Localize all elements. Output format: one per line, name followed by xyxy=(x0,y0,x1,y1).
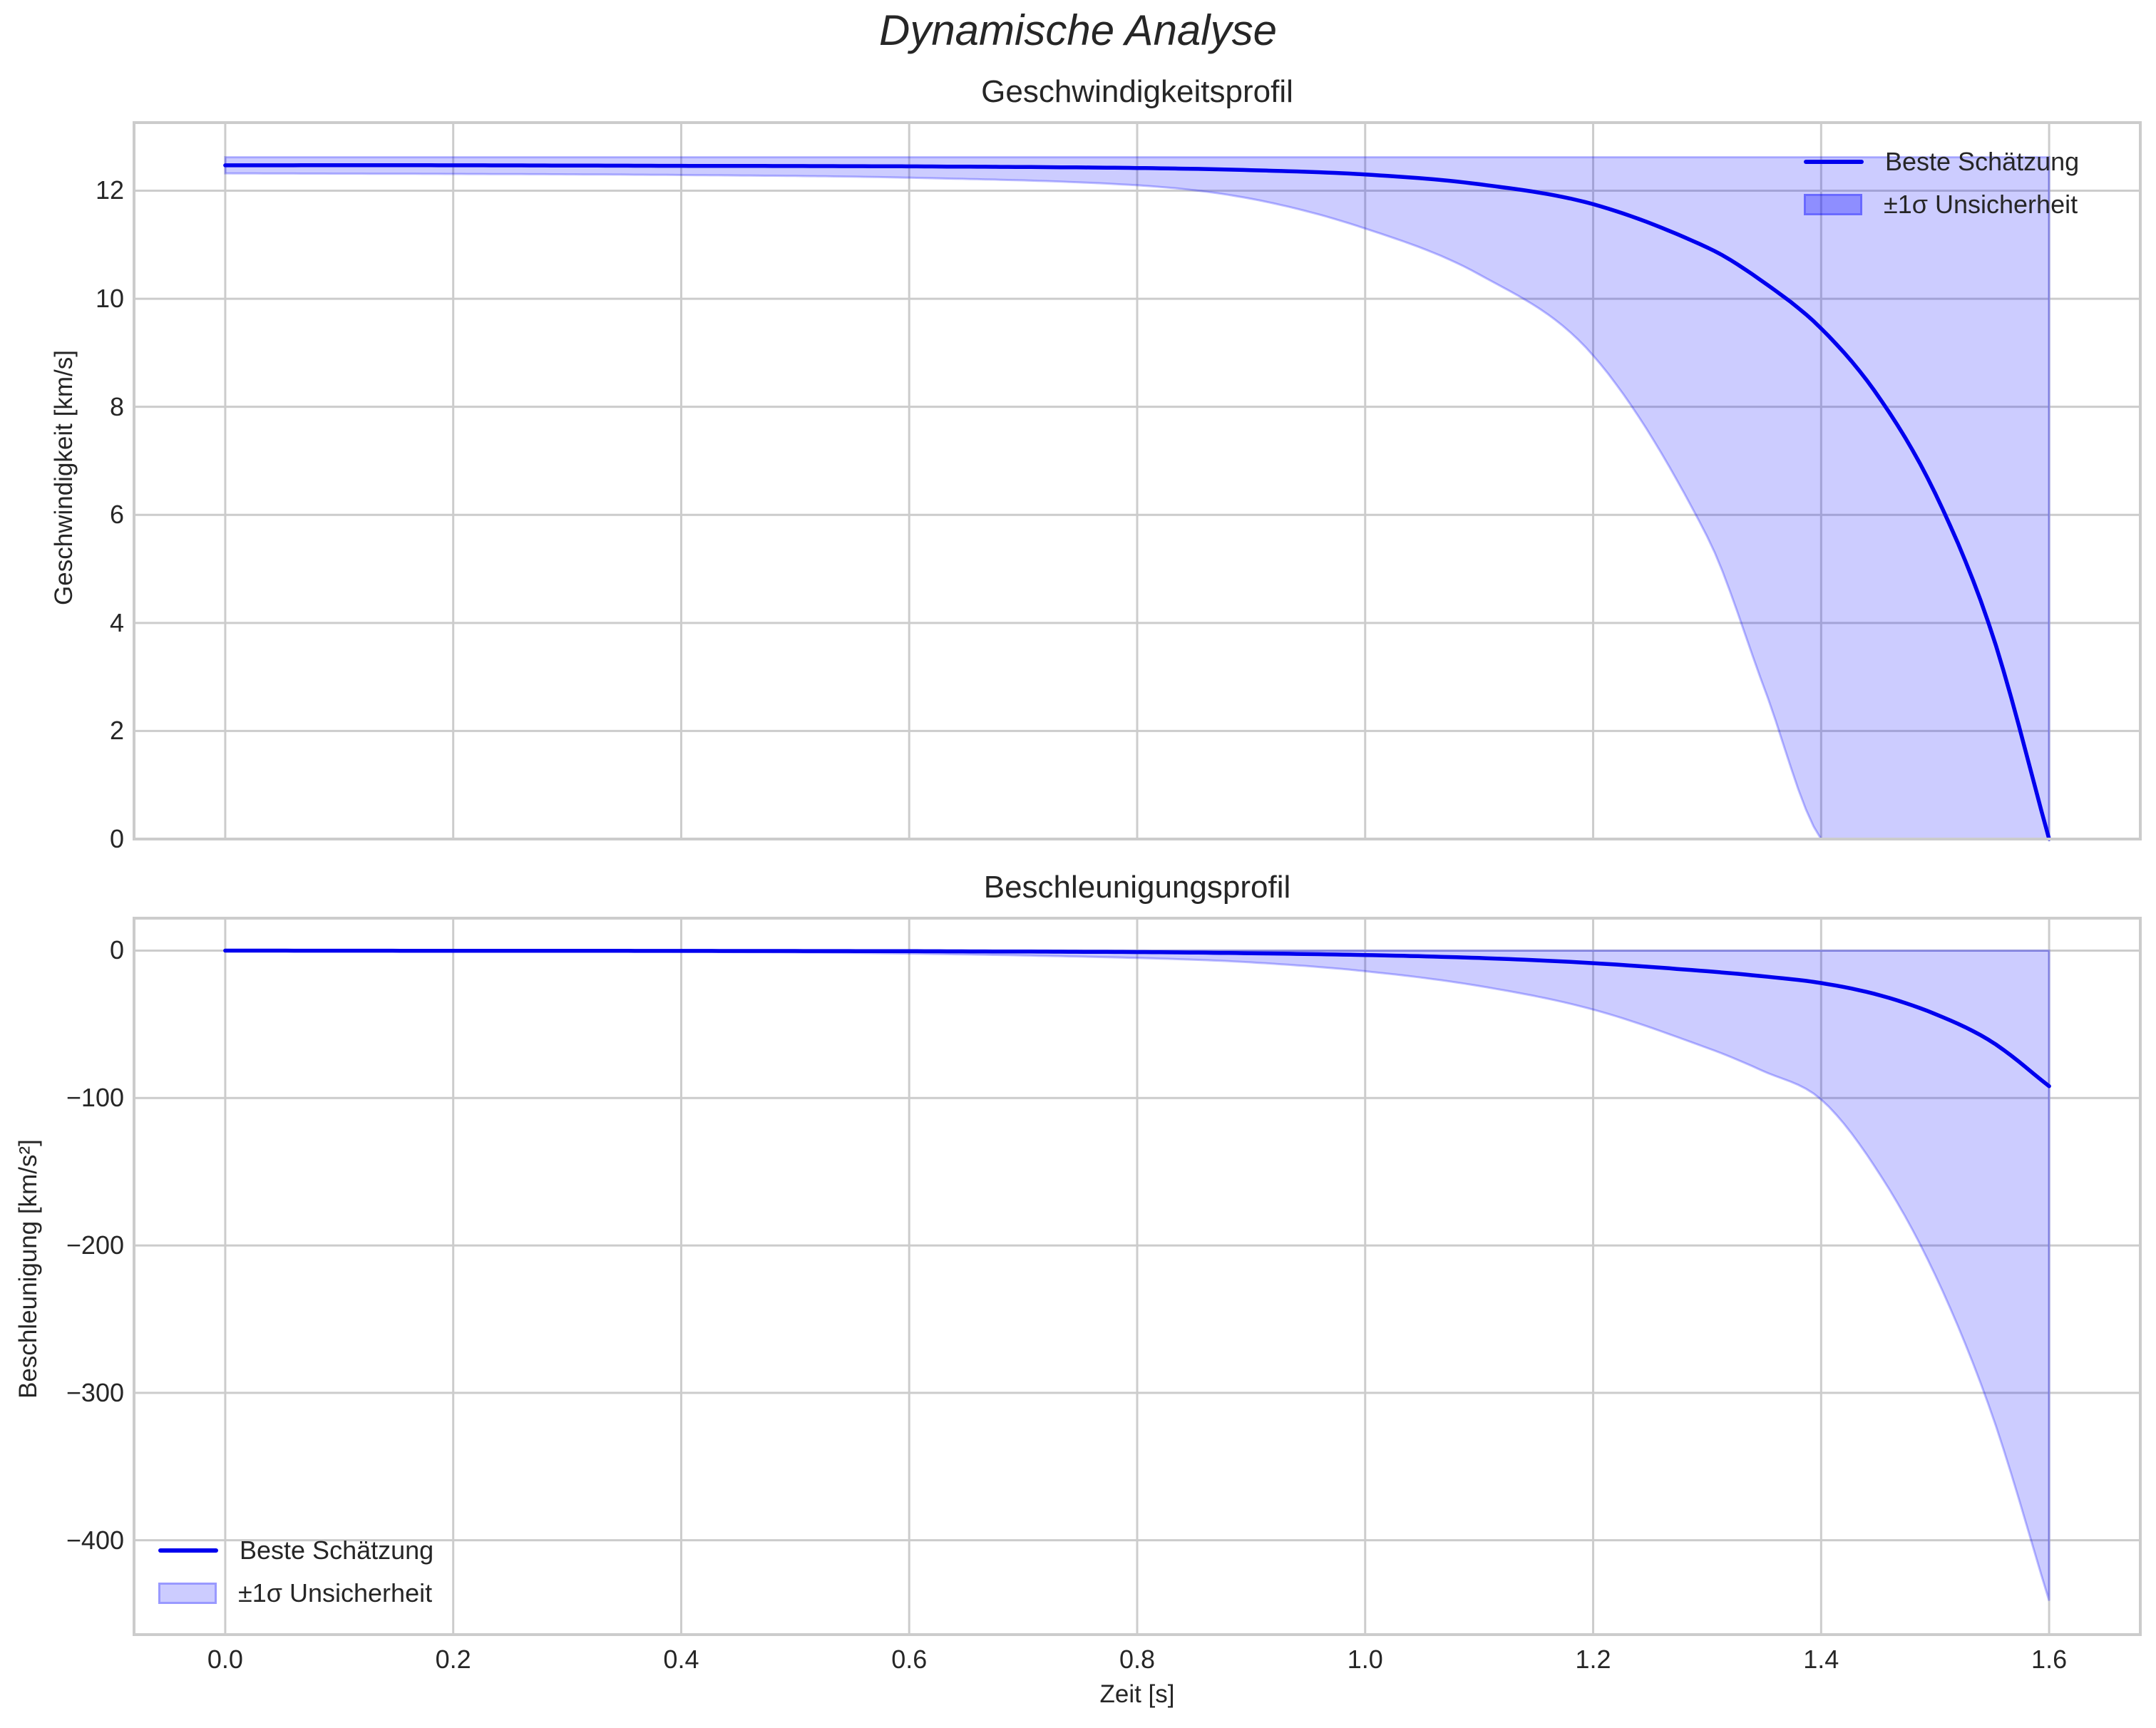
y-tick-label: 6 xyxy=(109,500,124,530)
x-tick-label: 0.8 xyxy=(1119,1645,1156,1674)
legend-label: ±1σ Unsicherheit xyxy=(238,1578,433,1608)
y-tick-label: 2 xyxy=(109,716,124,746)
y-tick-label: −200 xyxy=(66,1230,124,1260)
legend-entry-uncertainty: ±1σ Unsicherheit xyxy=(1804,183,2079,226)
x-axis-label: Zeit [s] xyxy=(1099,1680,1175,1708)
acceleration-axes xyxy=(133,917,2142,1636)
legend-label: Beste Schätzung xyxy=(1885,147,2080,176)
y-tick-label: 10 xyxy=(95,284,124,314)
y-tick-label: −300 xyxy=(66,1377,124,1407)
y-tick-label: 0 xyxy=(109,935,124,965)
legend-entry-uncertainty: ±1σ Unsicherheit xyxy=(158,1572,433,1615)
y-tick-label: −400 xyxy=(66,1525,124,1555)
legend-label: ±1σ Unsicherheit xyxy=(1884,190,2078,219)
y-tick-label: −100 xyxy=(66,1083,124,1113)
axes-frame xyxy=(133,121,2142,840)
legend-label: Beste Schätzung xyxy=(240,1536,434,1565)
legend-entry-best-estimate: Beste Schätzung xyxy=(158,1529,433,1572)
x-tick-label: 0.0 xyxy=(207,1645,243,1674)
y-tick-label: 12 xyxy=(95,175,124,205)
acceleration-y-axis-label: Beschleunigung [km/s²] xyxy=(14,1139,42,1399)
acceleration-legend: Beste Schätzung ±1σ Unsicherheit xyxy=(158,1529,433,1615)
x-tick-label: 0.4 xyxy=(663,1645,699,1674)
velocity-axes-title: Geschwindigkeitsprofil xyxy=(981,74,1293,109)
line-swatch-icon xyxy=(1804,160,1864,164)
line-swatch-icon xyxy=(158,1548,218,1553)
x-tick-label: 0.2 xyxy=(435,1645,471,1674)
x-tick-label: 1.2 xyxy=(1575,1645,1611,1674)
axes-frame xyxy=(133,917,2142,1636)
acceleration-axes-title: Beschleunigungsprofil xyxy=(983,870,1291,905)
band-swatch-icon xyxy=(158,1583,217,1604)
y-tick-label: 8 xyxy=(109,391,124,421)
x-tick-label: 1.0 xyxy=(1347,1645,1383,1674)
y-tick-label: 0 xyxy=(109,824,124,853)
velocity-legend: Beste Schätzung ±1σ Unsicherheit xyxy=(1804,140,2079,226)
x-tick-label: 1.6 xyxy=(2031,1645,2068,1674)
velocity-axes xyxy=(133,121,2142,841)
figure-title: Dynamische Analyse xyxy=(878,6,1278,54)
best-estimate-line xyxy=(223,163,2051,841)
x-tick-label: 1.4 xyxy=(1803,1645,1839,1674)
best-estimate-line xyxy=(223,948,2051,1089)
y-tick-label: 4 xyxy=(109,607,124,637)
band-swatch-icon xyxy=(1804,194,1862,215)
x-tick-label: 0.6 xyxy=(891,1645,928,1674)
legend-entry-best-estimate: Beste Schätzung xyxy=(1804,140,2079,183)
